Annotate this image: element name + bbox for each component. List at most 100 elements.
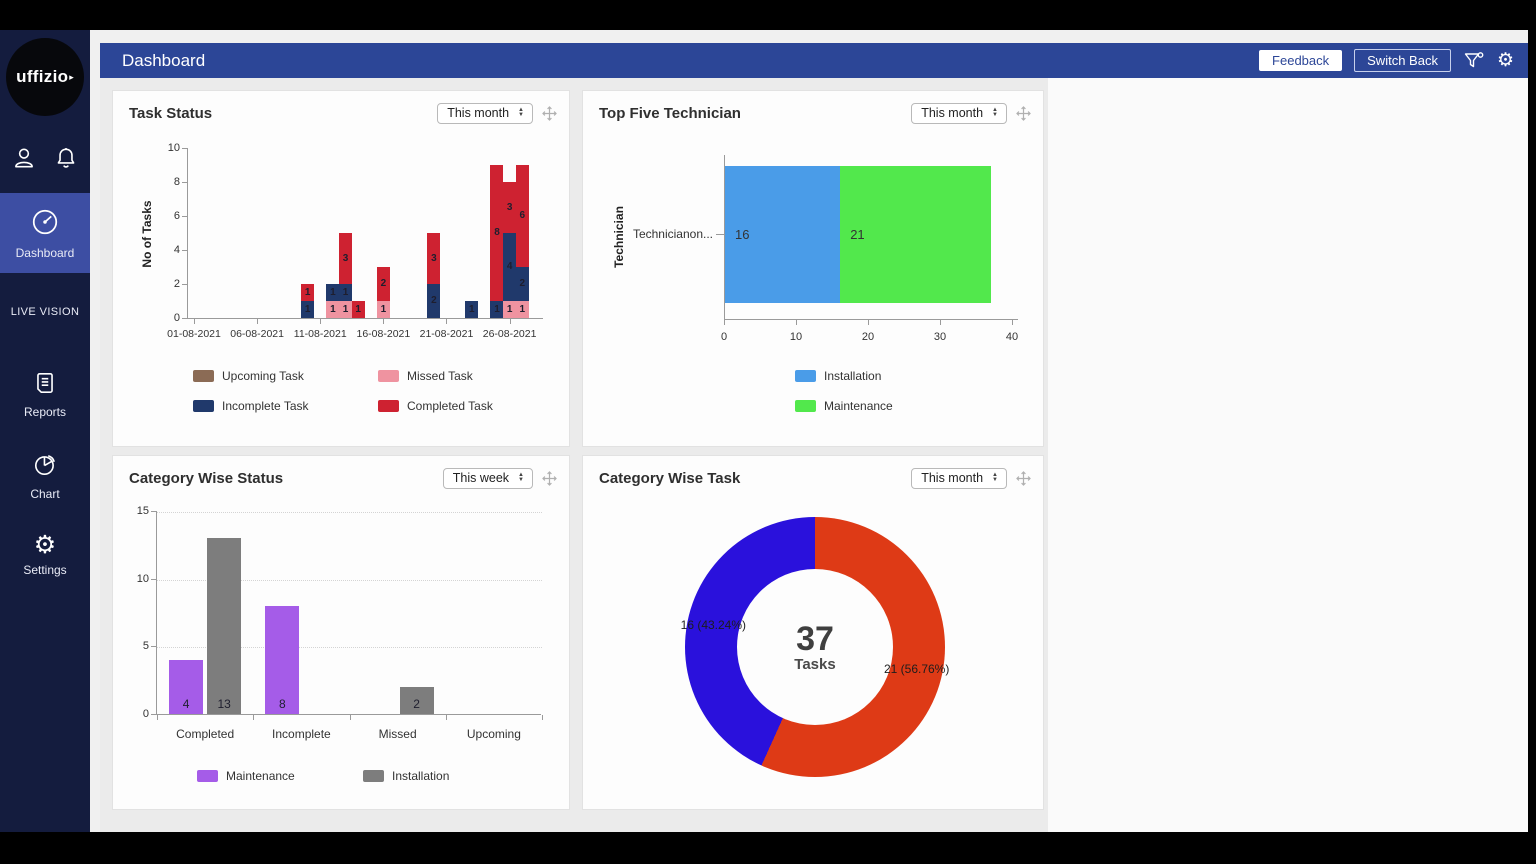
sidebar-item-label: Dashboard [15, 245, 75, 260]
bar-segment-incomplete: 1 [326, 284, 340, 301]
x-tick [445, 715, 447, 720]
x-tick-label: 21-08-2021 [419, 328, 474, 340]
technician-filter-dropdown[interactable]: This month ▲ ▼ [911, 103, 1007, 124]
bar-segment-incomplete: 1 [301, 301, 315, 318]
panel-header: Top Five Technician This month ▲ ▼ [583, 91, 1043, 124]
x-tick [257, 319, 259, 324]
task-status-filter-dropdown[interactable]: This month ▲ ▼ [437, 103, 533, 124]
filter-funnel-icon[interactable] [1463, 51, 1485, 71]
gridline [157, 512, 542, 513]
x-tick [868, 319, 869, 325]
bar-value-label: 4 [182, 697, 190, 711]
category-status-filter-dropdown[interactable]: This week ▲ ▼ [442, 468, 533, 489]
x-tick [383, 319, 385, 324]
bar-installation: 2 [399, 686, 434, 714]
category-label: Technicianon... [632, 227, 713, 241]
x-tick [509, 319, 511, 324]
x-tick [796, 319, 797, 325]
x-tick [194, 319, 195, 324]
bar-value-label: 1 [468, 303, 475, 315]
bar-segment-incomplete: 4 [503, 233, 517, 301]
bar-value-label: 21 [850, 227, 865, 242]
bar-value-label: 1 [330, 303, 336, 315]
sidebar-item-reports[interactable]: Reports [0, 370, 90, 419]
logo-text: uffizio [16, 67, 69, 86]
bar-segment-missed: 1 [376, 301, 390, 318]
x-tick [940, 319, 941, 325]
legend-swatch [378, 370, 399, 382]
move-panel-icon[interactable] [1016, 106, 1031, 121]
bar-value-label: 1 [355, 303, 361, 315]
sidebar-item-live-vision[interactable]: LIVE VISION [0, 306, 90, 328]
y-axis-title: No of Tasks [140, 200, 154, 268]
move-panel-icon[interactable] [542, 106, 557, 121]
slice-label: 21 (56.76%) [883, 661, 950, 676]
switch-back-button[interactable]: Switch Back [1354, 49, 1451, 72]
bar-value-label: 4 [506, 261, 513, 272]
y-tick [182, 216, 188, 217]
move-panel-icon[interactable] [542, 471, 557, 486]
y-axis-line [724, 155, 725, 319]
bar-segment-completed: 8 [490, 165, 504, 301]
x-tick-label: Incomplete [272, 727, 331, 741]
feedback-button[interactable]: Feedback [1259, 50, 1343, 71]
empty-right-area [1048, 78, 1528, 832]
bar-segment-completed: 1 [351, 301, 365, 318]
logo[interactable]: uffizio ▸ [6, 38, 84, 116]
slice-label: 16 (43.24%) [680, 618, 747, 633]
bar-segment-completed: 3 [338, 233, 352, 284]
report-document-icon [32, 370, 58, 399]
bar-value-label: 13 [217, 697, 231, 711]
bar-segment-incomplete: 1 [465, 301, 479, 318]
spinner-arrows-icon: ▲ ▼ [518, 472, 524, 483]
x-tick [724, 319, 725, 325]
bell-icon[interactable] [53, 145, 79, 176]
y-tick-label: 4 [173, 244, 180, 256]
gridline [157, 647, 542, 649]
legend-label: Installation [824, 369, 882, 383]
x-tick-label: Completed [176, 727, 235, 741]
donut-total-label: Tasks [794, 655, 836, 673]
bar-maintenance: 4 [169, 659, 204, 714]
sidebar-item-settings[interactable]: ⚙ Settings [0, 531, 90, 578]
legend-item: Upcoming Task [193, 369, 304, 383]
filter-value: This month [921, 106, 984, 120]
y-tick-label: 0 [142, 708, 149, 720]
move-panel-icon[interactable] [1016, 471, 1031, 486]
sidebar-item-dashboard[interactable]: Dashboard [0, 193, 90, 273]
legend-label: Maintenance [226, 769, 295, 783]
category-task-filter-dropdown[interactable]: This month ▲ ▼ [911, 468, 1007, 489]
x-tick [542, 715, 543, 720]
settings-gear-icon[interactable]: ⚙ [1496, 49, 1514, 71]
settings-gear-icon: ⚙ [33, 531, 57, 559]
x-tick [253, 715, 255, 720]
bar-segment-incomplete: 1 [490, 301, 504, 318]
y-tick [182, 284, 188, 285]
filter-value: This month [921, 471, 984, 485]
x-tick [349, 715, 351, 720]
user-icon[interactable] [11, 145, 37, 176]
x-tick-label: 20 [861, 331, 875, 343]
sidebar-item-chart[interactable]: Chart [0, 452, 90, 501]
bar-segment-maintenance: 21 [840, 166, 992, 303]
filter-value: This week [452, 471, 510, 485]
bar-value-label: 3 [431, 252, 437, 264]
legend-label: Missed Task [407, 369, 473, 383]
legend-swatch [378, 400, 399, 412]
bar-segment-missed: 1 [326, 301, 340, 318]
bar-value-label: 2 [519, 278, 525, 289]
category-wise-status-panel: Category Wise Status This week ▲ ▼ 0 5 10 15… [112, 455, 570, 810]
bar-segment-incomplete: 1 [338, 284, 352, 301]
y-tick-label: 15 [136, 505, 149, 517]
legend-label: Upcoming Task [222, 369, 304, 383]
pie-chart-icon [32, 452, 58, 481]
x-axis-line [724, 319, 1018, 320]
y-tick-label: 10 [167, 142, 180, 154]
y-tick-label: 0 [173, 312, 180, 324]
y-tick [151, 714, 157, 715]
bar-segment-installation: 16 [725, 166, 841, 303]
x-tick-label: Missed [378, 727, 417, 741]
panel-title: Task Status [129, 105, 213, 122]
bar-value-label: 1 [380, 303, 387, 315]
bar-value-label: 2 [380, 278, 387, 289]
